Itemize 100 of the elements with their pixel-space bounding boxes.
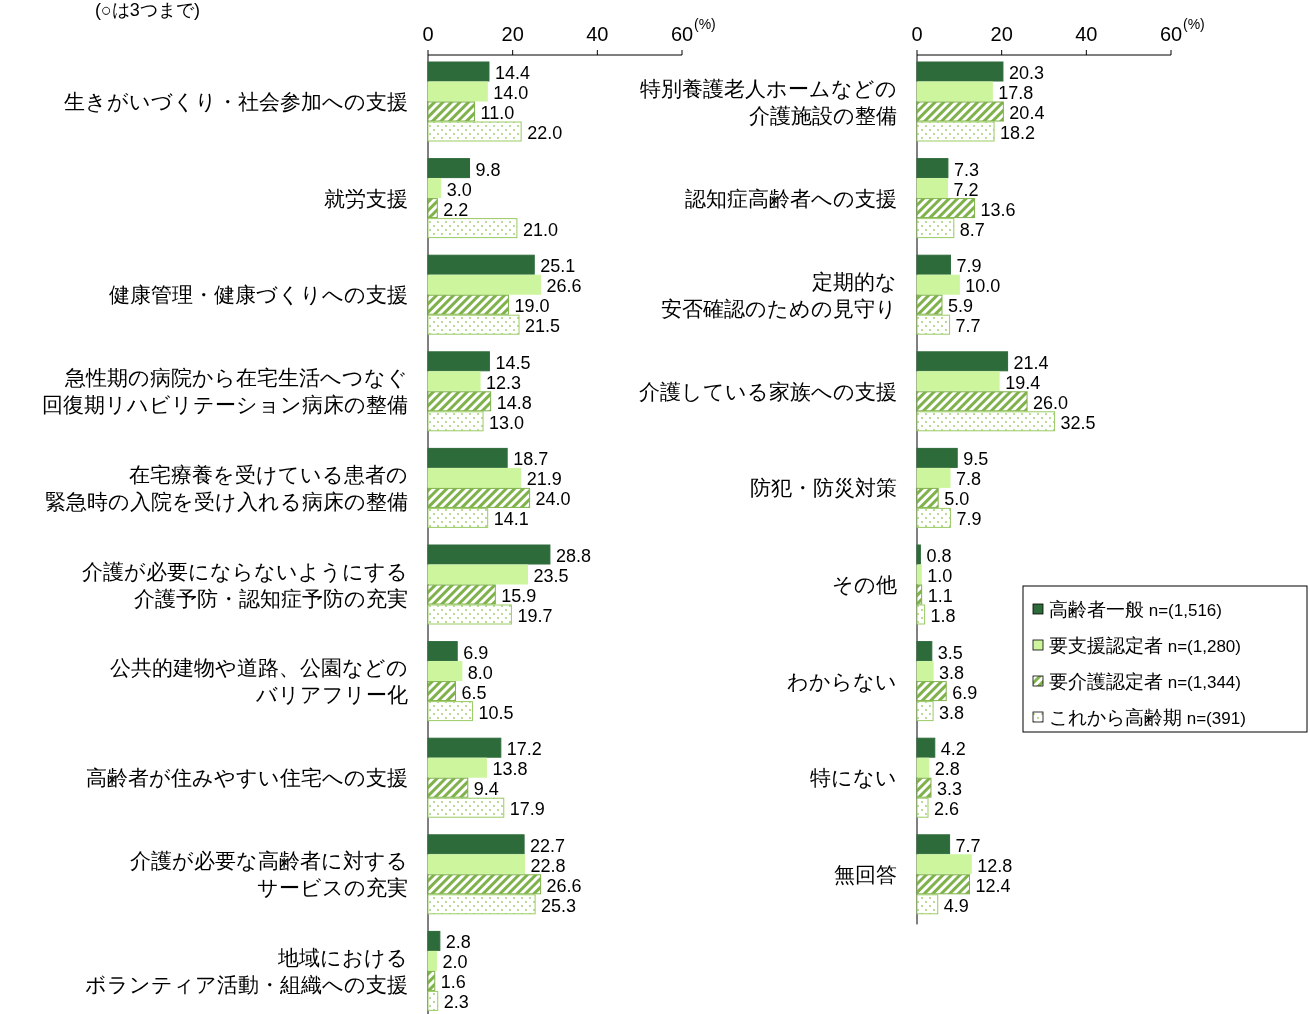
bar: [427, 990, 439, 1011]
bar: [916, 604, 926, 625]
bar: [427, 874, 542, 895]
bar: [427, 158, 470, 179]
bar: [916, 81, 993, 102]
data-label: 7.8: [956, 469, 982, 490]
data-label: 18.7: [513, 449, 549, 470]
y-tick-label: 介護が必要な高齢者に対するサービスの充実: [130, 849, 408, 900]
data-label: 3.8: [939, 662, 965, 683]
bar: [916, 218, 955, 239]
bar: [427, 81, 488, 102]
data-label: 7.3: [953, 159, 979, 180]
x-tick-label: 60: [1159, 23, 1183, 45]
data-label: 8.0: [467, 662, 493, 683]
data-label: 12.4: [975, 875, 1011, 896]
data-label: 8.7: [959, 219, 985, 240]
data-label: 19.0: [514, 296, 550, 317]
y-tick-label: 公共的建物や道路、公園などのバリアフリー化: [110, 656, 408, 707]
x-tick-label: 40: [586, 23, 609, 45]
data-label: 2.2: [443, 199, 469, 220]
bar: [427, 254, 535, 275]
data-label: 2.6: [934, 799, 960, 820]
data-label: 13.0: [489, 412, 525, 433]
data-label: 14.8: [496, 392, 532, 413]
data-label: 1.0: [927, 566, 953, 586]
data-label: 7.9: [956, 256, 982, 277]
data-label: 6.5: [461, 682, 487, 703]
data-label: 26.0: [1033, 392, 1069, 413]
bar: [427, 604, 512, 625]
data-label: 32.5: [1060, 412, 1096, 433]
bar: [916, 101, 1004, 122]
y-tick-label: 無回答: [834, 862, 897, 886]
data-label: 10.5: [478, 702, 514, 723]
data-label: 19.7: [517, 606, 553, 626]
bar: [916, 274, 960, 295]
data-label: 28.8: [555, 546, 591, 566]
data-label: 22.7: [530, 835, 566, 856]
data-label: 5.0: [944, 489, 970, 510]
data-label: 2.3: [443, 992, 469, 1013]
data-label: 7.9: [956, 509, 982, 530]
bar: [427, 854, 526, 875]
data-label: 13.8: [492, 759, 528, 780]
data-label: 20.3: [1008, 63, 1044, 83]
y-tick-label: 高齢者が住みやすい住宅への支援: [86, 766, 408, 790]
bar: [916, 158, 949, 179]
bar: [427, 564, 528, 585]
data-label: 18.2: [1000, 123, 1036, 143]
y-tick-label: 生きがいづくり・社会参加への支援: [64, 90, 408, 113]
bar: [427, 467, 522, 488]
data-label: 13.6: [980, 199, 1016, 220]
bar: [916, 797, 929, 818]
bar: [427, 371, 481, 392]
bar: [427, 584, 496, 605]
bar: [916, 371, 1000, 392]
data-label: 3.0: [446, 179, 472, 200]
y-tick-label: 急性期の病院から在宅生活へつなぐ回復期リハビリテーション病床の整備: [42, 366, 408, 417]
data-label: 6.9: [952, 682, 978, 703]
data-label: 3.8: [939, 702, 965, 723]
data-label: 21.4: [1013, 352, 1049, 373]
bar: [427, 218, 518, 239]
bar: [427, 274, 542, 295]
bar: [427, 178, 442, 199]
text: (○は3つまで): [95, 0, 200, 20]
data-label: 1.8: [930, 606, 956, 626]
bar: [916, 447, 958, 468]
data-label: 17.9: [509, 799, 545, 820]
data-label: 14.1: [493, 509, 529, 530]
data-label: 12.8: [977, 855, 1013, 876]
bar: [916, 737, 936, 758]
bar: [427, 487, 531, 508]
bar: [427, 661, 463, 682]
data-label: 9.8: [475, 159, 501, 180]
data-label: 21.9: [526, 469, 562, 490]
bar: [916, 254, 951, 275]
y-tick-label: わからない: [787, 669, 897, 693]
data-label: 25.1: [540, 256, 576, 277]
data-label: 6.9: [463, 642, 489, 663]
data-label: 9.5: [963, 449, 989, 470]
bar: [916, 757, 930, 778]
data-label: 15.9: [501, 586, 537, 606]
bar: [427, 777, 469, 798]
bar: [427, 411, 484, 432]
bar: [916, 777, 932, 798]
x-axis-title: (%): [694, 16, 716, 32]
bar: [427, 797, 505, 818]
bar: [427, 834, 525, 855]
data-label: 25.3: [541, 895, 577, 916]
bar: [427, 447, 508, 468]
x-tick-label: 60: [670, 23, 694, 45]
bar: [427, 391, 492, 412]
data-label: 12.3: [486, 372, 522, 393]
x-tick-label: 20: [990, 23, 1013, 45]
y-tick-label: その他: [832, 573, 897, 596]
bar: [427, 681, 457, 702]
x-tick-label: 40: [1075, 23, 1098, 45]
x-axis-title: (%): [1183, 16, 1205, 32]
bar: [916, 681, 947, 702]
bar: [916, 641, 933, 662]
y-tick-label: 健康管理・健康づくりへの支援: [109, 283, 408, 307]
text: 要介護認定者 n=(1,344): [1049, 671, 1241, 692]
